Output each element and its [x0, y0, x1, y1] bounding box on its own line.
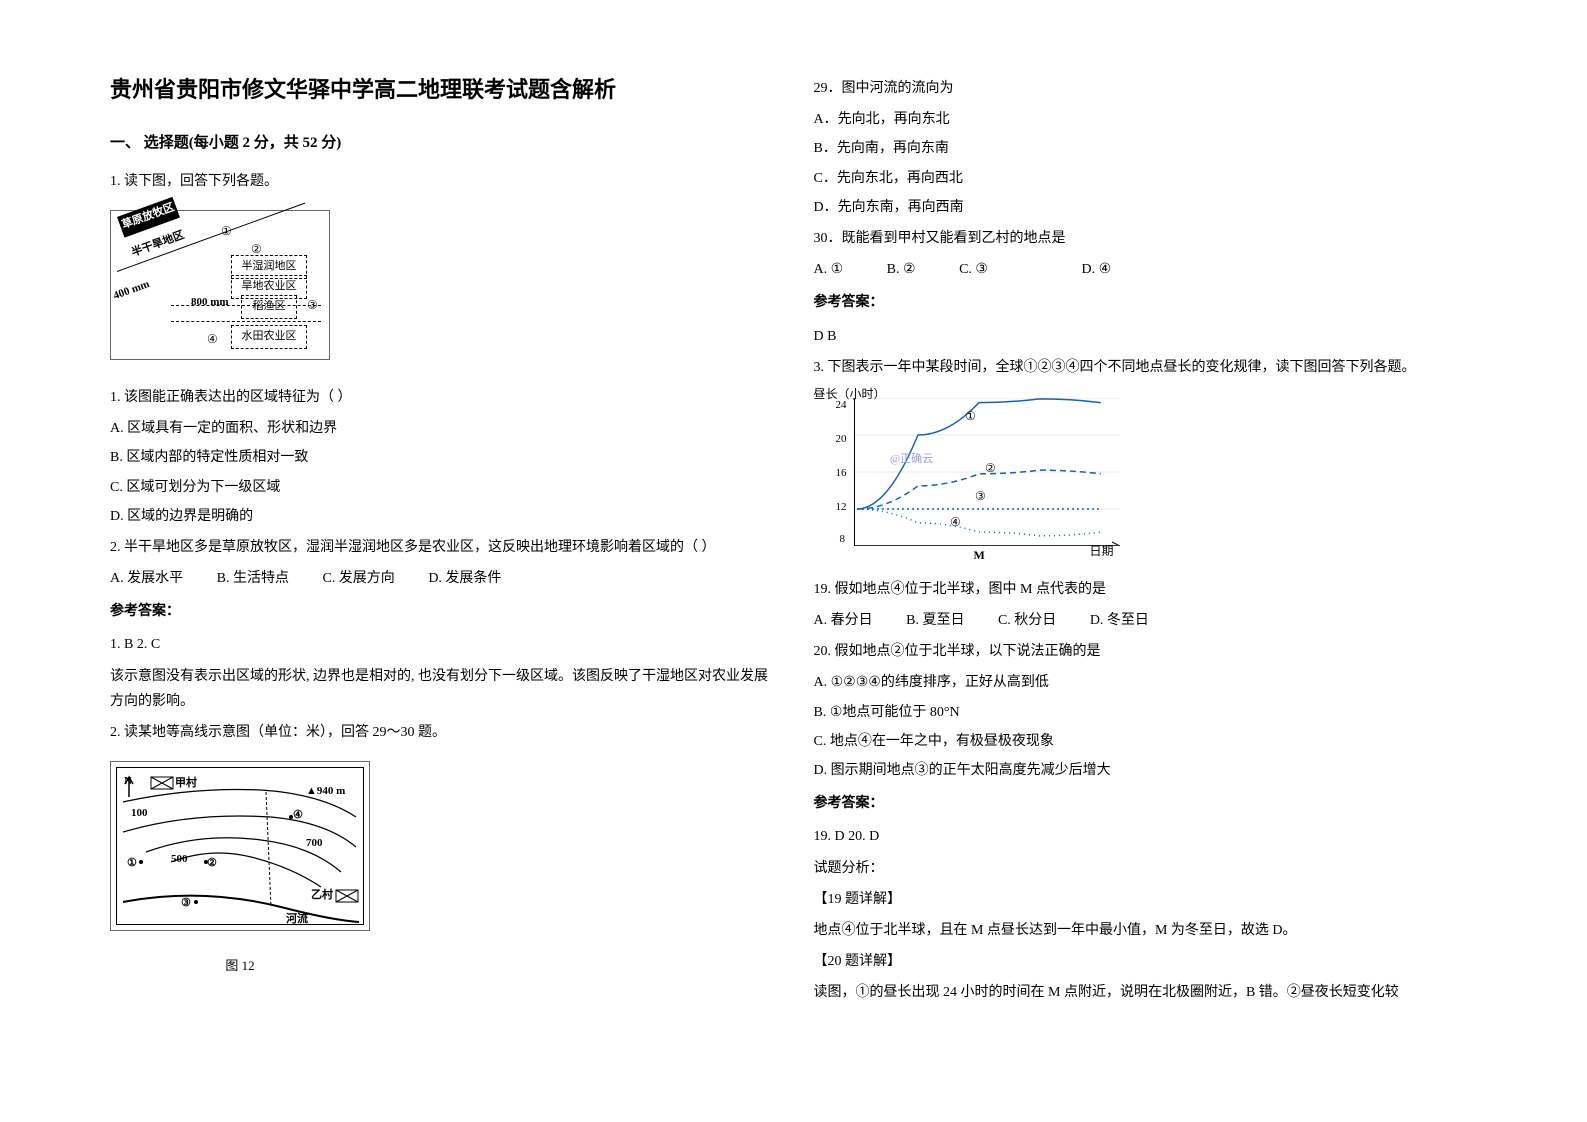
svg-text:①: ① [965, 409, 976, 423]
q29-c: C．先向东北，再向西北 [814, 166, 1478, 191]
q20: 20. 假如地点②位于北半球，以下说法正确的是 [814, 639, 1478, 664]
opt-c: C. 发展方向 [322, 566, 394, 591]
q1-ans: 1. B 2. C [110, 632, 774, 657]
q29-b: B．先向南，再向东南 [814, 136, 1478, 161]
q29: 29．图中河流的流向为 [814, 76, 1478, 101]
q19: 19. 假如地点④位于北半球，图中 M 点代表的是 [814, 577, 1478, 602]
ytick-8: 8 [840, 530, 846, 550]
right-column: 29．图中河流的流向为 A．先向北，再向东北 B．先向南，再向东南 C．先向东北… [794, 70, 1498, 1102]
q20-b: B. ①地点可能位于 80°N [814, 700, 1478, 725]
q20-detail: 读图，①的昼长出现 24 小时的时间在 M 点附近，说明在北极圈附近，B 错。②… [814, 980, 1478, 1005]
svg-text:③: ③ [975, 489, 986, 503]
opt-d: D. ④ [1081, 257, 1111, 282]
chart-axes: ① ② ③④ @正确云 [854, 398, 1119, 546]
q19-opts: A. 春分日 B. 夏至日 C. 秋分日 D. 冬至日 [814, 608, 1478, 633]
ytick-24: 24 [836, 396, 847, 416]
svg-text:②: ② [985, 461, 996, 475]
q1-intro: 1. 读下图，回答下列各题。 [110, 169, 774, 194]
q1-sub2-opts: A. 发展水平 B. 生活特点 C. 发展方向 D. 发展条件 [110, 566, 774, 591]
chart-svg: ① ② ③④ @正确云 [855, 398, 1120, 546]
doc-title: 贵州省贵阳市修文华驿中学高二地理联考试题含解析 [110, 70, 774, 110]
q1-opt-c: C. 区域可划分为下一级区域 [110, 475, 774, 500]
diagram-3-chart: 昼长（小时） ①②③④@正确云 24 20 16 12 8 日期 M [814, 386, 1134, 571]
opt-a: A. ① [814, 257, 844, 282]
q20-c: C. 地点④在一年之中，有极昼极夜现象 [814, 729, 1478, 754]
fig12-caption: 图 12 [110, 954, 370, 977]
svg-text:④: ④ [950, 515, 961, 529]
opt-c: C. 秋分日 [998, 608, 1056, 633]
ytick-16: 16 [836, 464, 847, 484]
answer-label-1: 参考答案： [110, 599, 774, 624]
answer-label-2: 参考答案： [814, 290, 1478, 315]
q2-ans: D B [814, 324, 1478, 349]
opt-b: B. 生活特点 [217, 566, 289, 591]
q1-explain: 该示意图没有表示出区域的形状, 边界也是相对的, 也没有划分下一级区域。该图反映… [110, 664, 774, 714]
q3-intro: 3. 下图表示一年中某段时间，全球①②③④四个不同地点昼长的变化规律，读下图回答… [814, 355, 1478, 380]
svg-text:@正确云: @正确云 [890, 452, 933, 465]
analysis-label: 试题分析： [814, 856, 1478, 881]
left-column: 贵州省贵阳市修文华驿中学高二地理联考试题含解析 一、 选择题(每小题 2 分，共… [90, 70, 794, 1102]
q20-d: D. 图示期间地点③的正午太阳高度先减少后增大 [814, 758, 1478, 783]
opt-a: A. 春分日 [814, 608, 873, 633]
ytick-12: 12 [836, 498, 847, 518]
q1-sub1: 1. 该图能正确表达出的区域特征为（ ） [110, 385, 774, 410]
chart-xlabel: 日期 [1089, 541, 1113, 563]
q29-a: A．先向北，再向东北 [814, 107, 1478, 132]
q20-a: A. ①②③④的纬度排序，正好从高到低 [814, 670, 1478, 695]
opt-a: A. 发展水平 [110, 566, 183, 591]
ytick-20: 20 [836, 430, 847, 450]
opt-d: D. 发展条件 [428, 566, 501, 591]
q30-opts: A. ① B. ② C. ③ D. ④ [814, 257, 1478, 282]
q20-detail-h: 【20 题详解】 [814, 949, 1478, 974]
q19-detail-h: 【19 题详解】 [814, 887, 1478, 912]
opt-c: C. ③ [959, 257, 988, 282]
q1-opt-a: A. 区域具有一定的面积、形状和边界 [110, 416, 774, 441]
answer-label-3: 参考答案： [814, 791, 1478, 816]
q2-intro: 2. 读某地等高线示意图（单位：米），回答 29～30 题。 [110, 720, 774, 745]
diagram-2-topographic: N 甲村 ▲940 m 100 500 700 乙村 河流 ① ② ③ ④ [110, 761, 370, 931]
diagram-1: 草原放牧区 半干旱地区 ① ② 半湿润地区 旱地农业区 800 mm 稻渔区 ③… [110, 210, 330, 360]
opt-b: B. 夏至日 [906, 608, 964, 633]
q30: 30．既能看到甲村又能看到乙村的地点是 [814, 226, 1478, 251]
chart-mlabel: M [974, 545, 985, 567]
q1-sub2: 2. 半干旱地区多是草原放牧区，湿润半湿润地区多是农业区，这反映出地理环境影响着… [110, 535, 774, 560]
q29-d: D．先向东南，再向西南 [814, 195, 1478, 220]
opt-d: D. 冬至日 [1090, 608, 1149, 633]
q3-ans: 19. D 20. D [814, 824, 1478, 849]
q1-opt-b: B. 区域内部的特定性质相对一致 [110, 445, 774, 470]
q19-detail: 地点④位于北半球，且在 M 点昼长达到一年中最小值，M 为冬至日，故选 D。 [814, 918, 1478, 943]
opt-b: B. ② [887, 257, 916, 282]
q1-opt-d: D. 区域的边界是明确的 [110, 504, 774, 529]
section-heading: 一、 选择题(每小题 2 分，共 52 分) [110, 130, 774, 157]
